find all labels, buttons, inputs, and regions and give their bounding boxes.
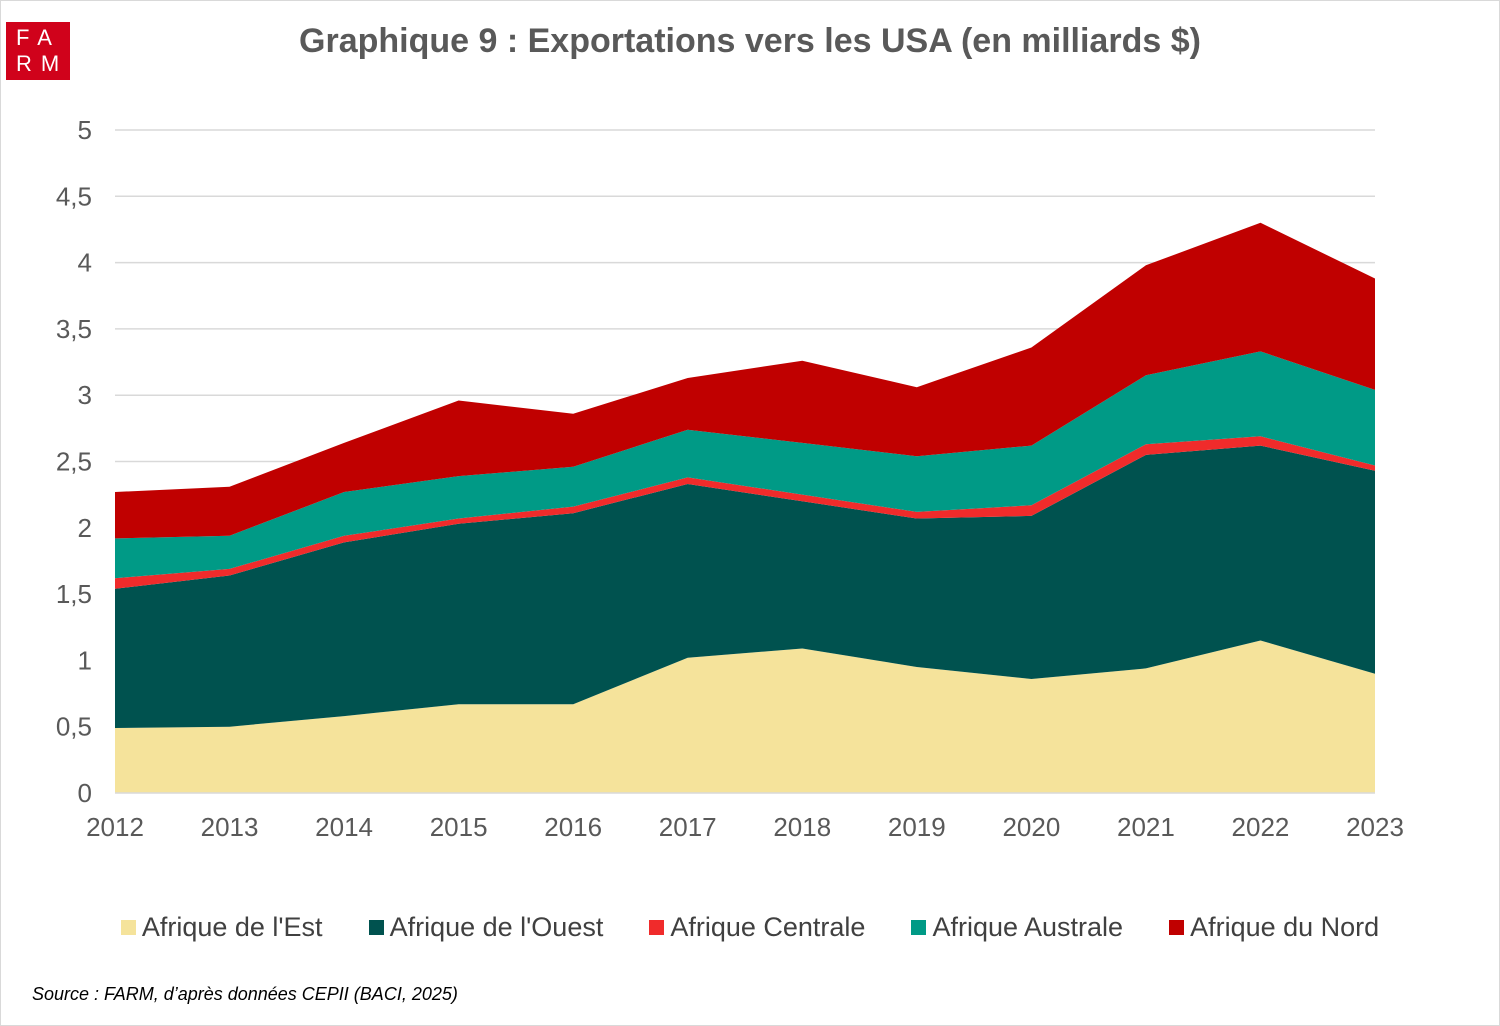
y-tick-label: 5	[78, 115, 92, 145]
legend-item: Afrique de l'Ouest	[368, 912, 604, 943]
x-tick-label: 2019	[888, 812, 946, 842]
y-tick-label: 0,5	[56, 712, 92, 742]
legend-label: Afrique Australe	[932, 912, 1124, 942]
x-tick-label: 2012	[86, 812, 144, 842]
area-series-afrique-de-l-est	[115, 640, 1375, 793]
x-tick-label: 2013	[201, 812, 259, 842]
chart-legend: Afrique de l'Est Afrique de l'Ouest Afriqu…	[0, 912, 1500, 943]
area-series-afrique-du-nord	[115, 222, 1375, 539]
legend-label: Afrique du Nord	[1190, 912, 1380, 942]
y-tick-label: 2	[78, 513, 92, 543]
y-tick-label: 3,5	[56, 314, 92, 344]
area-series-afrique-de-l-ouest	[115, 445, 1375, 728]
x-tick-label: 2014	[315, 812, 373, 842]
y-tick-label: 4,5	[56, 181, 92, 211]
legend-label: Afrique de l'Ouest	[389, 912, 604, 942]
legend-label: Afrique de l'Est	[141, 912, 323, 942]
legend-label: Afrique Centrale	[670, 912, 866, 942]
legend-swatch	[649, 920, 665, 935]
y-tick-label: 1,5	[56, 579, 92, 609]
x-tick-label: 2023	[1346, 812, 1404, 842]
farm-logo: FA RM	[6, 22, 70, 80]
legend-item: Afrique du Nord	[1169, 912, 1379, 943]
legend-item: Afrique de l'Est	[120, 912, 323, 943]
y-tick-label: 2,5	[56, 447, 92, 477]
x-tick-label: 2018	[773, 812, 831, 842]
legend-item: Afrique Australe	[911, 912, 1123, 943]
legend-item: Afrique Centrale	[649, 912, 865, 943]
chart-title: Graphique 9 : Exportations vers les USA …	[299, 22, 1201, 60]
x-tick-label: 2021	[1117, 812, 1175, 842]
x-tick-label: 2016	[544, 812, 602, 842]
legend-swatch	[911, 920, 927, 935]
x-tick-label: 2017	[659, 812, 717, 842]
x-tick-label: 2015	[430, 812, 488, 842]
x-tick-label: 2020	[1002, 812, 1060, 842]
legend-swatch	[1169, 920, 1185, 935]
legend-swatch	[120, 920, 136, 935]
x-tick-label: 2022	[1232, 812, 1290, 842]
area-series-afrique-australe	[115, 351, 1375, 579]
y-tick-label: 4	[78, 248, 92, 278]
source-note: Source : FARM, d’après données CEPII (BA…	[32, 984, 458, 1004]
y-tick-label: 3	[78, 380, 92, 410]
logo-line-1: FA	[16, 25, 61, 50]
logo-line-2: RM	[16, 51, 69, 76]
legend-swatch	[368, 920, 384, 935]
chart-area: 0 0,5 1 1,5 2 2,5 3 3,5 4 4,5 5 2012 2013 2014 2015 201…	[56, 115, 1404, 842]
y-tick-label: 1	[78, 645, 92, 675]
y-tick-label: 0	[78, 778, 92, 808]
